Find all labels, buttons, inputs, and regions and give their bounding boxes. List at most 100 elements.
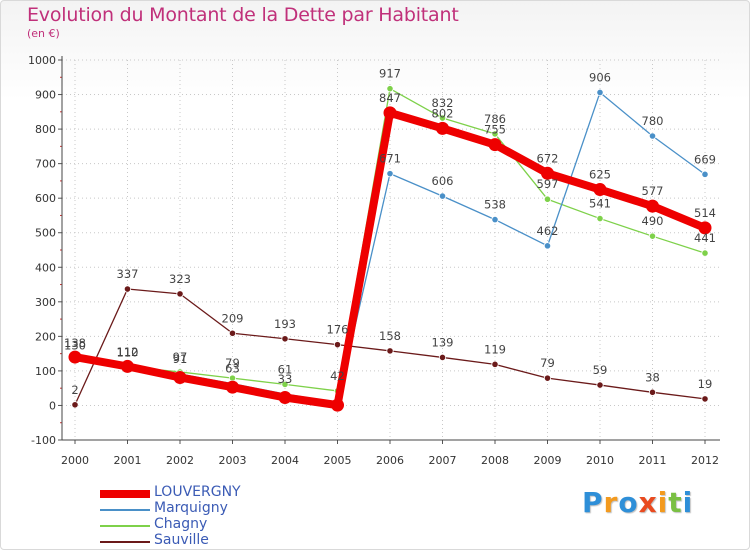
x-tick-label: 2006 <box>376 454 404 467</box>
data-label-chagny: 61 <box>278 362 293 376</box>
data-label-sauville: 2 <box>71 383 78 397</box>
point-louvergny <box>331 398 344 412</box>
point-chagny <box>701 249 709 257</box>
data-label-sauville: 158 <box>379 329 401 343</box>
data-label-marquigny: 462 <box>537 224 559 238</box>
data-label-chagny: 786 <box>484 112 506 126</box>
legend-label-sauville: Sauville <box>154 532 209 548</box>
point-sauville <box>491 360 499 368</box>
data-label-chagny: 112 <box>117 345 139 359</box>
y-tick-label: 900 <box>35 89 56 102</box>
data-label-louvergny: 847 <box>379 91 401 105</box>
y-tick-label: 200 <box>35 330 56 343</box>
data-label-marquigny: 538 <box>484 198 506 212</box>
data-label-sauville: 119 <box>484 342 506 356</box>
x-tick-label: 2010 <box>586 454 614 467</box>
data-labels: 2 337 323 209 193 176 158 139 119 79 59 38 19 130 112 9… <box>64 67 716 397</box>
point-louvergny <box>383 106 397 120</box>
data-label-marquigny: 606 <box>432 174 454 188</box>
point-marquigny <box>438 192 447 200</box>
data-label-sauville: 19 <box>698 377 713 391</box>
data-label-marquigny: 138 <box>64 336 86 350</box>
data-label-louvergny: 802 <box>432 106 454 120</box>
legend-label-chagny: Chagny <box>154 516 208 532</box>
point-sauville <box>701 395 709 403</box>
point-sauville <box>543 374 552 382</box>
legend-swatch-marquigny <box>100 509 150 511</box>
data-label-chagny: 79 <box>225 356 240 370</box>
logo-letter: o <box>618 486 639 519</box>
point-sauville <box>386 347 394 355</box>
data-label-louvergny: 577 <box>642 184 664 198</box>
legend-label-louvergny: LOUVERGNY <box>154 484 241 500</box>
point-louvergny <box>436 121 449 135</box>
point-marquigny <box>543 242 552 250</box>
legend: LOUVERGNY Marquigny Chagny Sauville <box>100 484 300 550</box>
series-line-sauville <box>74 288 706 406</box>
data-label-marquigny: 906 <box>589 70 611 84</box>
legend-swatch-louvergny <box>100 490 150 498</box>
y-tick-label: 700 <box>35 158 56 171</box>
point-chagny <box>438 114 447 122</box>
point-chagny <box>543 195 552 203</box>
legend-swatch-sauville <box>100 541 150 543</box>
x-tick-label: 2001 <box>114 454 142 467</box>
y-tick-label: 1000 <box>28 54 56 67</box>
data-label-marquigny: 91 <box>173 352 188 366</box>
x-tick-label: 2009 <box>534 454 562 467</box>
point-marquigny <box>596 88 604 97</box>
point-chagny <box>386 85 394 93</box>
y-tick-label: 500 <box>35 227 56 240</box>
point-louvergny <box>68 350 82 364</box>
x-tick-label: 2012 <box>691 454 719 467</box>
point-chagny <box>491 130 499 138</box>
x-tick-label: 2003 <box>219 454 247 467</box>
x-tick-label: 2008 <box>481 454 509 467</box>
legend-swatch-chagny <box>100 525 150 527</box>
point-sauville <box>176 290 184 298</box>
data-label-chagny: 597 <box>537 177 559 191</box>
data-label-marquigny: 63 <box>225 362 240 376</box>
point-louvergny <box>541 166 554 180</box>
chart-title: Evolution du Montant de la Dette par Hab… <box>27 4 459 26</box>
x-tick-label: 2000 <box>61 454 89 467</box>
data-label-sauville: 139 <box>432 335 454 349</box>
point-louvergny <box>646 199 659 213</box>
data-label-chagny: 42 <box>330 369 345 383</box>
legend-item-chagny: Chagny <box>100 516 300 534</box>
y-tick-label: 400 <box>35 261 56 274</box>
axes: -100 0 100 200 300 400 500 600 700 800 900 1000 2000… <box>28 54 720 467</box>
y-tick-label: 800 <box>35 123 56 136</box>
point-sauville <box>438 353 447 362</box>
point-sauville <box>281 335 289 343</box>
data-label-sauville: 337 <box>117 267 139 281</box>
point-louvergny <box>488 138 502 152</box>
data-label-sauville: 79 <box>540 356 555 370</box>
point-sauville <box>71 401 79 409</box>
y-tick-label: 300 <box>35 296 56 309</box>
legend-label-marquigny: Marquigny <box>154 500 228 516</box>
point-marquigny <box>648 132 657 140</box>
data-label-louvergny: 672 <box>537 151 559 165</box>
legend-item-sauville: Sauville <box>100 532 300 550</box>
logo-letter: P <box>582 486 604 519</box>
data-label-louvergny: 755 <box>484 123 506 137</box>
point-louvergny <box>173 370 187 384</box>
data-label-marquigny: 669 <box>694 152 716 166</box>
chart-unit: (en €) <box>27 27 60 40</box>
data-label-chagny: 97 <box>173 350 188 364</box>
data-label-louvergny: 514 <box>694 206 716 220</box>
data-label-sauville: 323 <box>169 272 191 286</box>
data-label-sauville: 193 <box>274 317 296 331</box>
logo-letter: x <box>638 486 658 519</box>
series-layer <box>68 85 712 412</box>
data-label-chagny: 917 <box>379 67 401 81</box>
point-louvergny <box>121 359 134 373</box>
x-tick-label: 2002 <box>166 454 194 467</box>
data-label-sauville: 38 <box>645 370 660 384</box>
point-sauville <box>333 341 342 349</box>
data-label-chagny: 441 <box>694 231 716 245</box>
x-tick-label: 2011 <box>639 454 667 467</box>
